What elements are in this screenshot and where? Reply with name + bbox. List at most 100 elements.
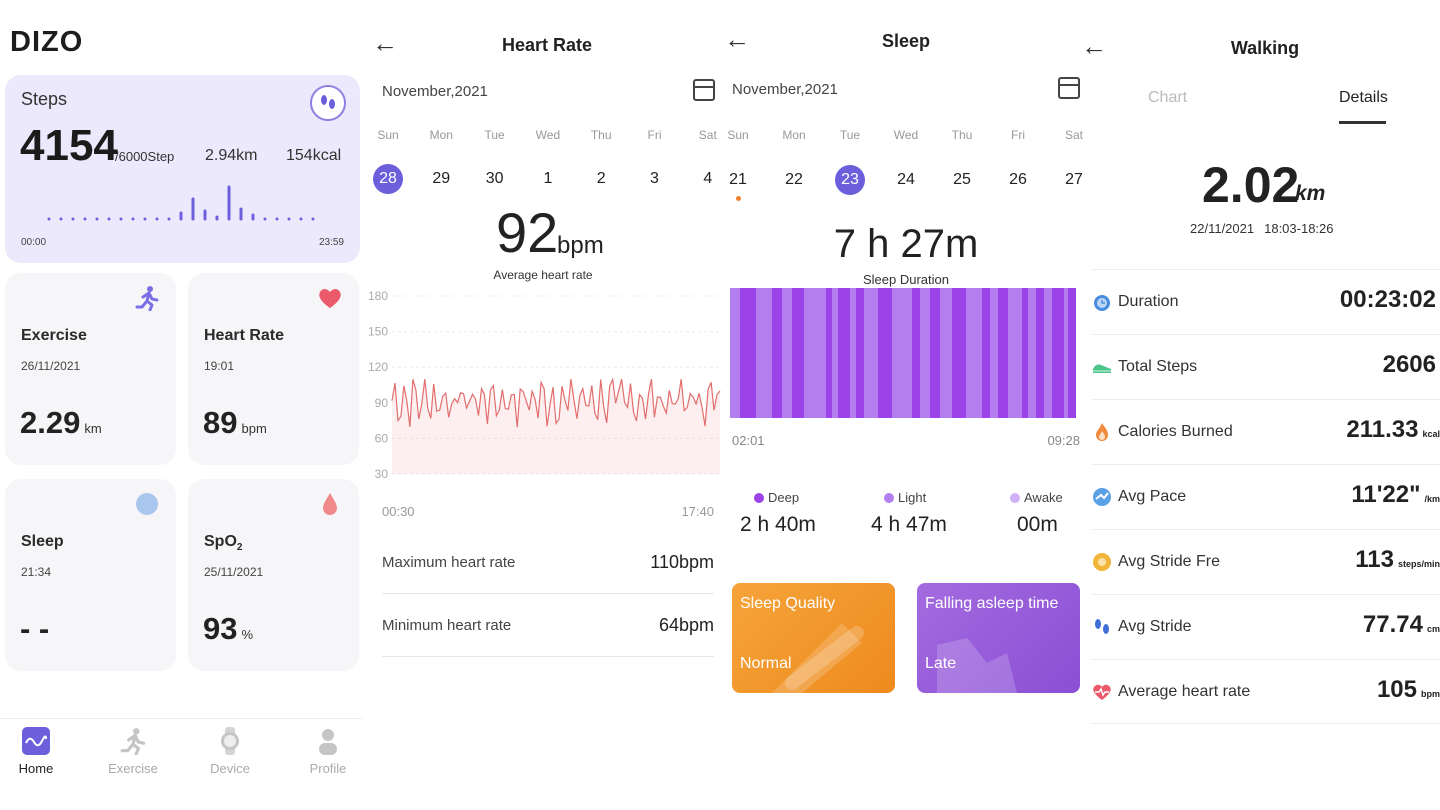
walking-distance: 2.02 — [1202, 157, 1300, 213]
detail-unit: bpm — [1421, 689, 1440, 699]
weekday-fri: Fri — [647, 128, 662, 142]
nav-profile-label: Profile — [309, 761, 347, 776]
detail-value-wrap: 00:23:02 — [1340, 286, 1440, 314]
heart-rate-title: Heart Rate — [204, 327, 285, 344]
blood-drop-icon — [323, 493, 337, 515]
sleep-title: Sleep — [21, 533, 64, 550]
detail-value-wrap: 113 steps/min — [1355, 546, 1440, 574]
deep-sleep-segment — [856, 288, 864, 418]
calendar-day[interactable]: 30 — [485, 170, 504, 187]
falling-asleep-decoration — [937, 638, 1017, 693]
calendar-day[interactable]: 2 — [596, 170, 606, 187]
max-heart-rate-label: Maximum heart rate — [382, 554, 516, 571]
deep-legend-label: Deep — [768, 490, 800, 505]
sleep-quality-decoration — [772, 623, 864, 693]
weekday-sun: Sun — [377, 128, 399, 142]
steps-chart-start: 00:00 — [21, 237, 47, 248]
steps-card[interactable]: Steps 4154 /6000Step 2.94km 154kcal 00:0… — [5, 75, 360, 263]
light-value: 4 h 47m — [871, 513, 947, 536]
back-arrow-icon[interactable]: ← — [724, 24, 750, 54]
calendar-icon[interactable] — [693, 79, 715, 101]
walking-time-range: 18:03-18:26 — [1264, 221, 1334, 236]
exercise-card[interactable]: Exercise 26/11/2021 2.29 km — [5, 273, 176, 465]
weekday-thu: Thu — [590, 128, 612, 142]
calendar-day[interactable]: 21 — [729, 171, 747, 188]
detail-label: Calories Burned — [1118, 423, 1233, 440]
deep-sleep-segment — [792, 288, 804, 418]
calendar-day[interactable]: 25 — [953, 171, 971, 188]
sleep-stage-chart — [730, 288, 1076, 418]
weekday-mon: Mon — [429, 128, 453, 142]
y-tick-label: 150 — [368, 325, 388, 339]
light-sleep-region — [730, 288, 1076, 418]
calendar-day[interactable]: 4 — [703, 170, 713, 187]
detail-label: Total Steps — [1118, 358, 1198, 375]
deep-dot — [754, 493, 764, 503]
sleep-card[interactable]: Sleep 21:34 - - — [5, 479, 176, 671]
back-arrow-icon[interactable]: ← — [1086, 31, 1107, 61]
heart-icon — [319, 289, 341, 308]
calendar-day[interactable]: 24 — [897, 171, 915, 188]
detail-unit: kcal — [1422, 429, 1440, 439]
nav-profile[interactable]: Profile — [288, 727, 362, 776]
running-person-icon — [120, 728, 146, 755]
exercise-value: 2.29 — [20, 405, 81, 440]
heart-rate-time: 19:01 — [204, 359, 235, 373]
calendar-day[interactable]: 22 — [785, 171, 803, 188]
calendar-day[interactable]: 3 — [650, 170, 659, 187]
back-arrow-icon[interactable]: ← — [372, 28, 398, 58]
deep-sleep-segment — [952, 288, 966, 418]
spo2-unit: % — [241, 627, 254, 642]
heart-rate-area — [392, 379, 720, 474]
page-title: Walking — [1230, 38, 1300, 58]
heart-pulse-icon — [1093, 684, 1111, 700]
steps-chart-end: 23:59 — [318, 237, 344, 248]
exercise-date: 26/11/2021 — [21, 359, 81, 373]
falling-asleep-card[interactable]: Falling asleep time Late — [917, 583, 1080, 693]
month-label: November,2021 — [732, 81, 838, 98]
calendar-day[interactable]: 23 — [835, 165, 865, 195]
detail-value: 11'22" — [1351, 481, 1421, 508]
home-wave-icon — [22, 727, 50, 755]
calendar-day[interactable]: 26 — [1009, 171, 1027, 188]
calendar-day[interactable]: 29 — [432, 170, 451, 187]
calendar-day[interactable]: 1 — [543, 170, 553, 187]
light-legend: Light — [884, 490, 926, 505]
spo2-card[interactable]: SpO2 25/11/2021 93% — [188, 479, 359, 671]
calendar-icon[interactable] — [1058, 77, 1080, 99]
nav-exercise[interactable]: Exercise — [93, 727, 173, 776]
heart-rate-value-wrap: 89 bpm — [203, 405, 267, 441]
tab-chart[interactable]: Chart — [1148, 89, 1188, 106]
deep-sleep-segment — [826, 288, 832, 418]
min-heart-rate-label: Minimum heart rate — [382, 617, 512, 634]
deep-sleep-segment — [912, 288, 920, 418]
walking-distance-unit: km — [1295, 182, 1326, 205]
sleep-quality-card[interactable]: Sleep Quality Normal — [732, 583, 895, 693]
spo2-title-text: SpO — [204, 533, 237, 550]
awake-legend: Awake — [1010, 490, 1063, 505]
calendar-day[interactable]: 27 — [1065, 171, 1083, 188]
spo2-value-wrap: 93% — [203, 611, 253, 647]
calendar-day[interactable]: 28 — [373, 164, 403, 194]
weekday-tue: Tue — [484, 128, 505, 142]
stride-frequency-icon — [1093, 553, 1111, 571]
heart-rate-card[interactable]: Heart Rate 19:01 89 bpm — [188, 273, 359, 465]
spo2-title-sub: 2 — [236, 542, 243, 554]
tab-details[interactable]: Details — [1339, 89, 1388, 106]
detail-value: 211.33 — [1346, 416, 1419, 443]
steps-calories: 154kcal — [286, 147, 342, 164]
deep-sleep-segment — [1036, 288, 1044, 418]
deep-sleep-segment — [878, 288, 892, 418]
nav-device[interactable]: Device — [190, 727, 270, 776]
exercise-unit: km — [84, 421, 102, 436]
deep-sleep-segment — [1068, 288, 1076, 418]
y-tick-label: 180 — [368, 289, 388, 303]
speed-icon — [1093, 488, 1111, 506]
y-tick-label: 60 — [375, 431, 389, 445]
footprints-icon — [1095, 619, 1109, 634]
detail-value: 00:23:02 — [1339, 286, 1436, 313]
y-tick-label: 30 — [375, 467, 389, 481]
weekday-fri: Fri — [1011, 128, 1025, 142]
nav-home[interactable]: Home — [0, 727, 76, 776]
sleep-screen: ← Sleep November,2021 Sun Mon Tue Wed Thu Fri… — [724, 0, 1086, 810]
